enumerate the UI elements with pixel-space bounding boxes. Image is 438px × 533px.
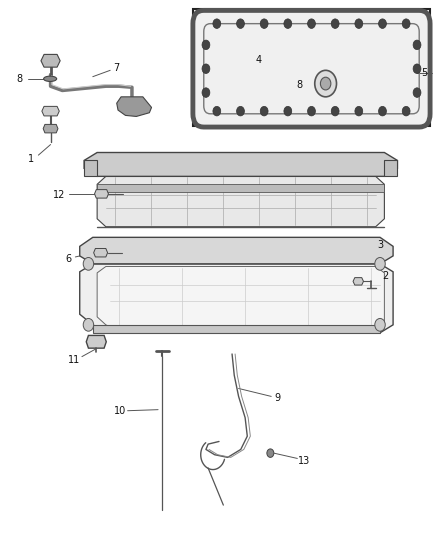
Circle shape (202, 88, 210, 98)
Polygon shape (117, 97, 152, 116)
Circle shape (375, 257, 385, 270)
Polygon shape (385, 160, 397, 176)
Text: 1: 1 (28, 154, 34, 164)
Circle shape (260, 107, 268, 116)
Bar (193, 10, 430, 126)
Text: 4: 4 (255, 55, 261, 64)
Circle shape (284, 19, 292, 28)
Polygon shape (95, 190, 109, 198)
Circle shape (307, 107, 315, 116)
Polygon shape (97, 266, 385, 329)
Circle shape (331, 19, 339, 28)
Circle shape (402, 107, 410, 116)
Circle shape (331, 107, 339, 116)
Polygon shape (80, 264, 393, 333)
Polygon shape (42, 107, 59, 116)
Circle shape (267, 449, 274, 457)
Polygon shape (84, 152, 397, 176)
Circle shape (378, 19, 386, 28)
Circle shape (355, 107, 363, 116)
Circle shape (378, 107, 386, 116)
Circle shape (202, 64, 210, 74)
Circle shape (284, 107, 292, 116)
Polygon shape (41, 54, 60, 67)
Text: 13: 13 (298, 456, 310, 465)
Text: 2: 2 (382, 271, 389, 280)
Polygon shape (94, 248, 108, 257)
Text: 8: 8 (17, 74, 23, 84)
FancyBboxPatch shape (193, 11, 430, 127)
Text: 9: 9 (275, 393, 281, 403)
Polygon shape (86, 335, 106, 348)
Circle shape (321, 77, 331, 90)
Ellipse shape (44, 76, 57, 82)
Polygon shape (97, 176, 385, 227)
Circle shape (213, 107, 221, 116)
Circle shape (83, 318, 94, 331)
Text: 5: 5 (421, 68, 427, 78)
Polygon shape (93, 325, 380, 333)
Circle shape (213, 19, 221, 28)
Circle shape (355, 19, 363, 28)
Polygon shape (353, 278, 364, 285)
Circle shape (413, 40, 421, 50)
Circle shape (237, 107, 244, 116)
Text: 11: 11 (68, 356, 81, 365)
Text: 12: 12 (53, 190, 65, 200)
Circle shape (307, 19, 315, 28)
Circle shape (402, 19, 410, 28)
Text: 3: 3 (377, 240, 383, 251)
Polygon shape (43, 124, 58, 133)
Circle shape (375, 318, 385, 331)
Circle shape (315, 70, 336, 97)
Polygon shape (97, 184, 385, 192)
Text: 6: 6 (65, 254, 71, 264)
Circle shape (260, 19, 268, 28)
Circle shape (202, 40, 210, 50)
Circle shape (83, 257, 94, 270)
Polygon shape (84, 160, 97, 176)
Text: 10: 10 (113, 406, 126, 416)
Text: 8: 8 (297, 79, 303, 90)
Text: 7: 7 (113, 63, 119, 72)
Polygon shape (80, 237, 393, 264)
Circle shape (237, 19, 244, 28)
Circle shape (413, 88, 421, 98)
Circle shape (413, 64, 421, 74)
